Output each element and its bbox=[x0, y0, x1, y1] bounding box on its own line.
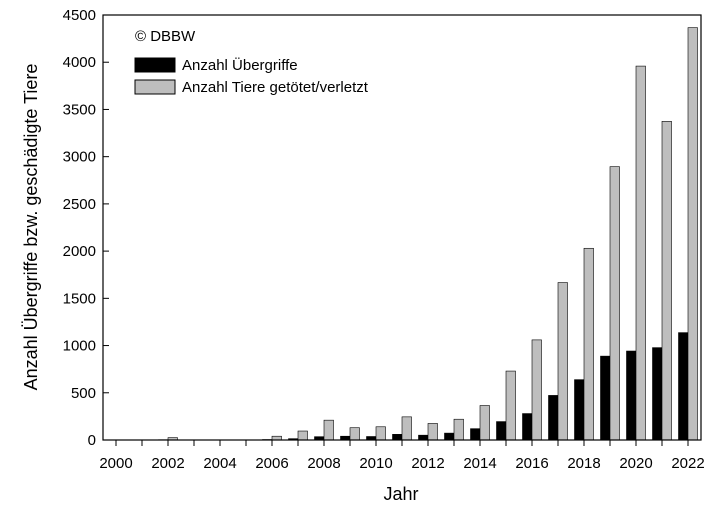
legend-label-uebergriffe: Anzahl Übergriffe bbox=[182, 56, 298, 74]
y-tick-label-4000: 4000 bbox=[63, 54, 96, 71]
x-tick-label-2020: 2020 bbox=[619, 455, 652, 472]
y-tick-label-2500: 2500 bbox=[63, 196, 96, 213]
bar-s1-2013 bbox=[453, 418, 464, 441]
x-axis: 2000 2002 2004 2006 2008 2010 2012 2014 2016 2018… bbox=[99, 440, 705, 472]
bar-s1-2016 bbox=[531, 339, 542, 441]
bar-s1-2017 bbox=[557, 282, 568, 441]
bar-s1-2021 bbox=[661, 121, 672, 441]
legend-label-tiere: Anzahl Tiere getötet/verletzt bbox=[182, 79, 369, 96]
bar-s1-2011 bbox=[401, 416, 412, 441]
bar-s1-2012 bbox=[427, 423, 438, 441]
bar-s1-2020 bbox=[635, 65, 646, 441]
bar-s1-2008 bbox=[323, 419, 334, 441]
bar-s1-2022 bbox=[687, 27, 698, 441]
x-tick-label-2012: 2012 bbox=[411, 455, 444, 472]
x-tick-label-2010: 2010 bbox=[359, 455, 392, 472]
y-tick-label-2000: 2000 bbox=[63, 243, 96, 260]
y-tick-label-3500: 3500 bbox=[63, 101, 96, 118]
copyright-note: © DBBW bbox=[135, 28, 196, 45]
bar-s1-2015 bbox=[505, 370, 516, 441]
bar-s1-2014 bbox=[479, 405, 490, 441]
y-axis-label: Anzahl Übergriffe bzw. geschädigte Tiere bbox=[21, 64, 41, 391]
y-tick-label-1500: 1500 bbox=[63, 290, 96, 307]
x-tick-label-2014: 2014 bbox=[463, 455, 496, 472]
bar-s0-2021 bbox=[652, 347, 663, 441]
y-tick-label-0: 0 bbox=[88, 432, 96, 449]
x-tick-label-2008: 2008 bbox=[307, 455, 340, 472]
x-tick-label-2016: 2016 bbox=[515, 455, 548, 472]
bar-s1-2007 bbox=[297, 430, 308, 441]
bar-s1-2009 bbox=[349, 427, 360, 441]
bar-s1-2018 bbox=[583, 247, 594, 441]
bar-s0-2014 bbox=[470, 428, 481, 441]
bar-s0-2015 bbox=[496, 421, 507, 441]
y-tick-label-1000: 1000 bbox=[63, 338, 96, 355]
x-tick-label-2004: 2004 bbox=[203, 455, 236, 472]
x-tick-label-2022: 2022 bbox=[671, 455, 704, 472]
bar-s0-2016 bbox=[522, 413, 533, 441]
y-tick-label-3000: 3000 bbox=[63, 149, 96, 166]
legend: Anzahl Übergriffe Anzahl Tiere getötet/v… bbox=[134, 56, 369, 96]
bar-s1-2010 bbox=[375, 426, 386, 441]
bar-s0-2013 bbox=[444, 432, 455, 441]
bar-s0-2020 bbox=[626, 350, 637, 441]
bar-s0-2018 bbox=[574, 379, 585, 441]
bar-s0-2022 bbox=[678, 332, 689, 441]
bar-s0-2019 bbox=[600, 355, 611, 441]
y-axis: 0 500 1000 1500 2000 2500 3000 3500 4000 4500 bbox=[63, 7, 109, 449]
bars-group bbox=[158, 27, 698, 441]
x-tick-label-2000: 2000 bbox=[99, 455, 132, 472]
legend-swatch-tiere bbox=[134, 79, 176, 95]
bar-s0-2011 bbox=[392, 434, 403, 441]
legend-swatch-uebergriffe bbox=[134, 57, 176, 73]
bar-s1-2019 bbox=[609, 166, 620, 441]
plot-frame bbox=[102, 14, 702, 441]
x-tick-label-2002: 2002 bbox=[151, 455, 184, 472]
x-tick-label-2018: 2018 bbox=[567, 455, 600, 472]
x-tick-label-2006: 2006 bbox=[255, 455, 288, 472]
y-tick-label-4500: 4500 bbox=[63, 7, 96, 24]
bar-s0-2017 bbox=[548, 395, 559, 441]
y-tick-label-500: 500 bbox=[71, 385, 96, 402]
bar-s0-2012 bbox=[418, 434, 429, 441]
x-axis-label: Jahr bbox=[383, 484, 418, 504]
